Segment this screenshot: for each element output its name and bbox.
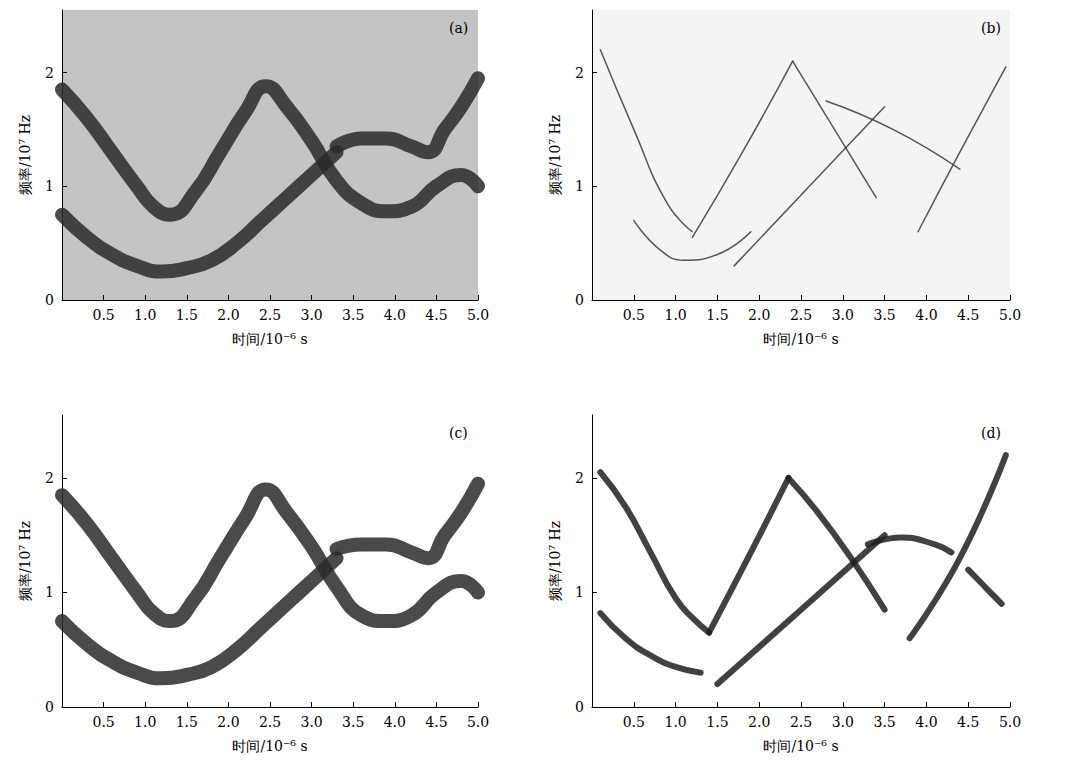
svg-text:4.5: 4.5	[957, 307, 979, 323]
svg-text:0.5: 0.5	[623, 307, 645, 323]
svg-text:2.5: 2.5	[259, 307, 281, 323]
svg-text:3.0: 3.0	[300, 307, 322, 323]
svg-text:1.5: 1.5	[706, 307, 728, 323]
svg-text:3.5: 3.5	[342, 307, 364, 323]
svg-text:频率/10⁷ Hz: 频率/10⁷ Hz	[547, 115, 563, 195]
svg-text:4.0: 4.0	[384, 714, 406, 730]
svg-text:频率/10⁷ Hz: 频率/10⁷ Hz	[547, 521, 563, 601]
svg-text:时间/10⁻⁶ s: 时间/10⁻⁶ s	[232, 331, 307, 347]
svg-text:0.5: 0.5	[92, 307, 114, 323]
svg-text:4.5: 4.5	[425, 307, 447, 323]
svg-text:(a): (a)	[449, 20, 468, 36]
svg-text:(d): (d)	[981, 425, 1001, 441]
svg-text:0: 0	[575, 699, 584, 715]
svg-text:3.5: 3.5	[342, 714, 364, 730]
svg-text:3.0: 3.0	[300, 714, 322, 730]
svg-text:2.0: 2.0	[217, 714, 239, 730]
svg-text:1.0: 1.0	[664, 307, 686, 323]
svg-text:2.5: 2.5	[790, 307, 812, 323]
svg-text:1.0: 1.0	[134, 714, 156, 730]
svg-text:1.5: 1.5	[176, 714, 198, 730]
svg-text:频率/10⁷ Hz: 频率/10⁷ Hz	[17, 521, 33, 601]
svg-text:0: 0	[45, 292, 54, 308]
svg-text:5.0: 5.0	[467, 307, 489, 323]
svg-text:3.0: 3.0	[832, 714, 854, 730]
svg-text:5.0: 5.0	[999, 714, 1021, 730]
svg-text:2.0: 2.0	[748, 714, 770, 730]
svg-text:0.5: 0.5	[92, 714, 114, 730]
svg-text:2: 2	[575, 470, 584, 486]
svg-text:2.0: 2.0	[748, 307, 770, 323]
svg-text:2: 2	[45, 470, 54, 486]
svg-text:5.0: 5.0	[467, 714, 489, 730]
svg-text:4.0: 4.0	[915, 307, 937, 323]
svg-text:1.0: 1.0	[664, 714, 686, 730]
svg-text:2.5: 2.5	[790, 714, 812, 730]
svg-text:2: 2	[45, 65, 54, 81]
svg-text:3.5: 3.5	[873, 307, 895, 323]
svg-text:4.0: 4.0	[915, 714, 937, 730]
svg-text:2.0: 2.0	[217, 307, 239, 323]
svg-text:1.5: 1.5	[706, 714, 728, 730]
svg-text:1: 1	[575, 178, 584, 194]
svg-text:1.0: 1.0	[134, 307, 156, 323]
svg-text:1: 1	[575, 584, 584, 600]
svg-text:时间/10⁻⁶ s: 时间/10⁻⁶ s	[232, 738, 307, 754]
svg-text:1: 1	[45, 178, 54, 194]
svg-text:频率/10⁷ Hz: 频率/10⁷ Hz	[17, 115, 33, 195]
svg-text:2: 2	[575, 65, 584, 81]
svg-text:2.5: 2.5	[259, 714, 281, 730]
svg-text:4.5: 4.5	[957, 714, 979, 730]
svg-text:时间/10⁻⁶ s: 时间/10⁻⁶ s	[763, 331, 838, 347]
svg-text:1.5: 1.5	[176, 307, 198, 323]
svg-text:(b): (b)	[981, 20, 1001, 36]
svg-text:4.0: 4.0	[384, 307, 406, 323]
svg-text:3.5: 3.5	[873, 714, 895, 730]
svg-text:5.0: 5.0	[999, 307, 1021, 323]
svg-text:0: 0	[575, 292, 584, 308]
svg-text:3.0: 3.0	[832, 307, 854, 323]
svg-text:时间/10⁻⁶ s: 时间/10⁻⁶ s	[763, 738, 838, 754]
svg-text:4.5: 4.5	[425, 714, 447, 730]
svg-text:0: 0	[45, 699, 54, 715]
svg-text:0.5: 0.5	[623, 714, 645, 730]
svg-text:(c): (c)	[449, 425, 468, 441]
svg-text:1: 1	[45, 584, 54, 600]
